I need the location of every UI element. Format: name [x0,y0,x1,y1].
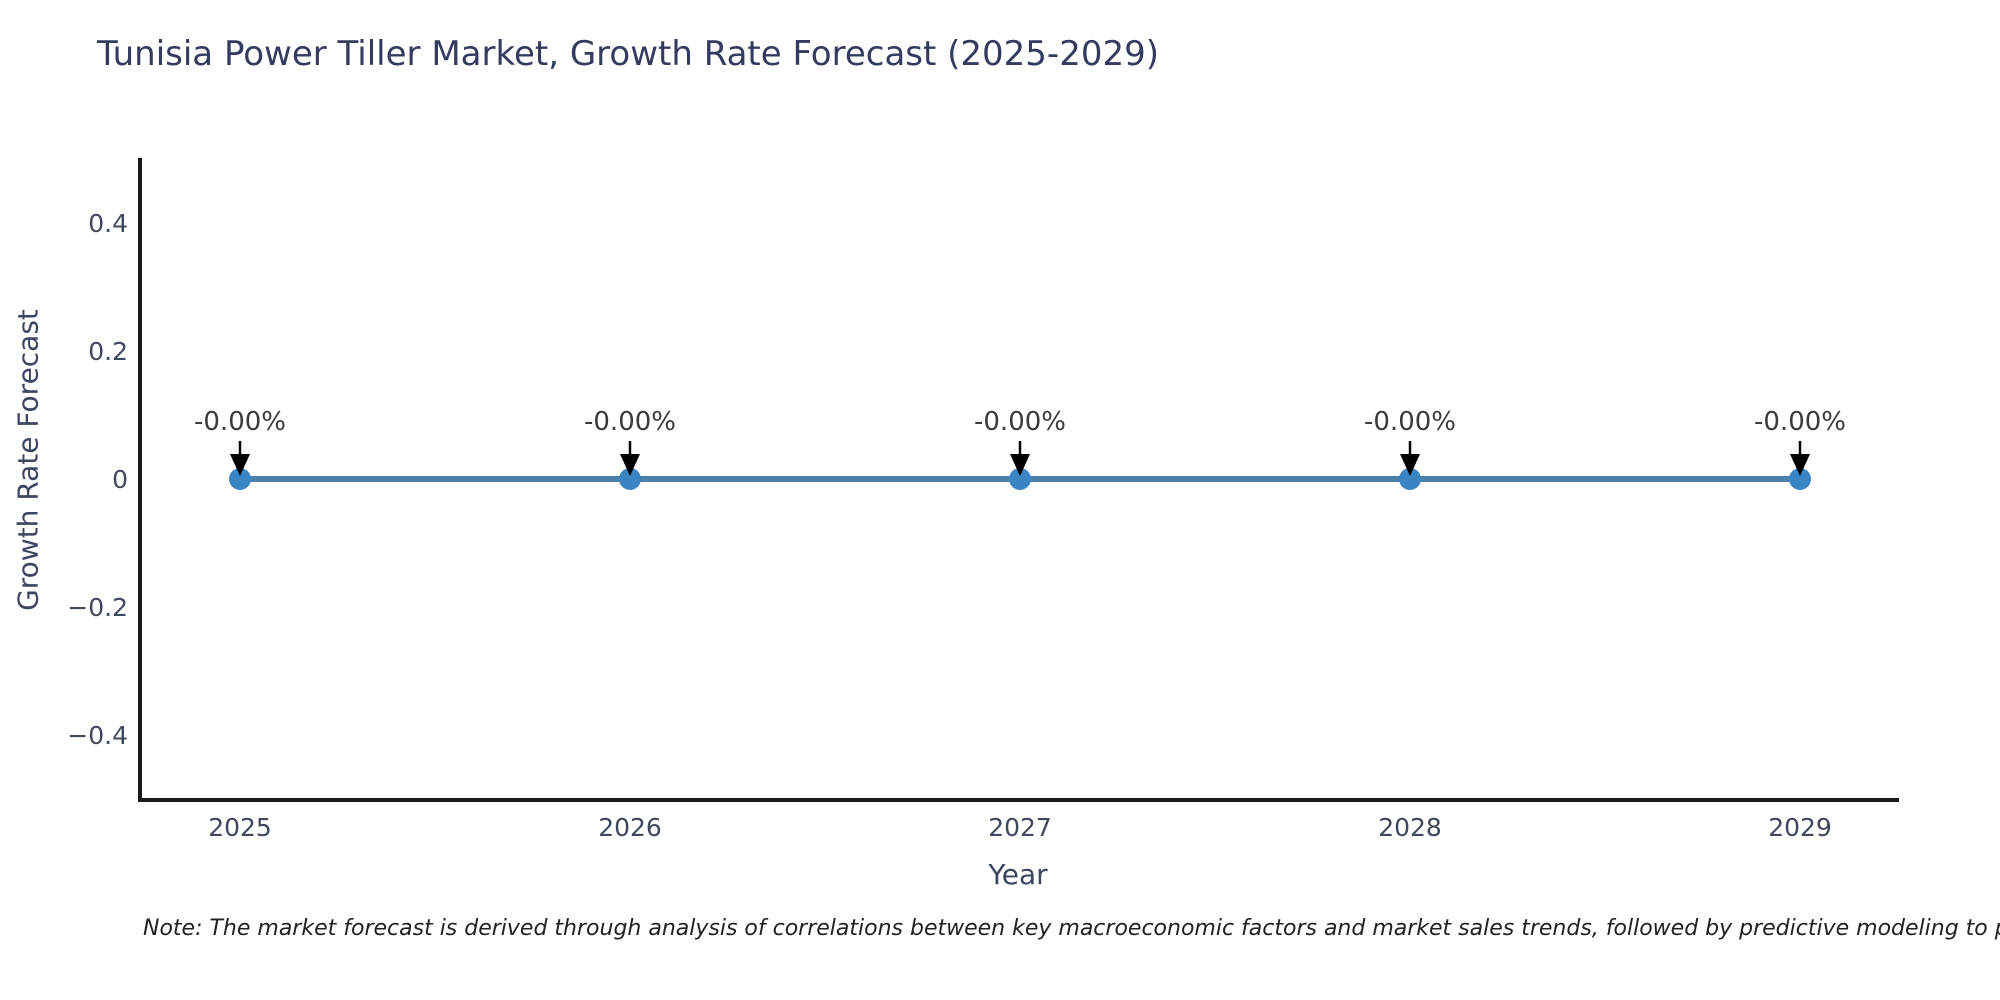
data-point [1399,468,1421,490]
x-tick-label: 2026 [598,813,662,842]
annotation-label: -0.00% [1754,407,1846,437]
x-axis-title: Year [988,858,1048,891]
x-tick-label: 2028 [1378,813,1442,842]
x-tick-label: 2025 [208,813,272,842]
data-point [1789,468,1811,490]
data-point [619,468,641,490]
annotation-label: -0.00% [194,407,286,437]
annotation-label: -0.00% [1364,407,1456,437]
x-tick-label: 2029 [1768,813,1832,842]
y-tick-label: 0.2 [88,337,128,366]
annotation-arrowhead [620,454,640,476]
annotation-arrowhead [230,454,250,476]
data-point [1009,468,1031,490]
annotation-arrowhead [1790,454,1810,476]
data-point [229,468,251,490]
chart-note: Note: The market forecast is derived thr… [143,916,2000,941]
chart-title: Tunisia Power Tiller Market, Growth Rate… [97,34,1159,74]
x-tick-label: 2027 [988,813,1052,842]
annotation-arrowhead [1400,454,1420,476]
annotation-arrowhead [1010,454,1030,476]
y-tick-label: 0.4 [88,209,128,238]
y-axis-title: Growth Rate Forecast [11,309,45,611]
y-tick-label: −0.4 [67,721,128,750]
y-tick-label: −0.2 [67,593,128,622]
annotation-label: -0.00% [584,407,676,437]
annotation-label: -0.00% [974,407,1066,437]
y-tick-label: 0 [112,465,128,494]
